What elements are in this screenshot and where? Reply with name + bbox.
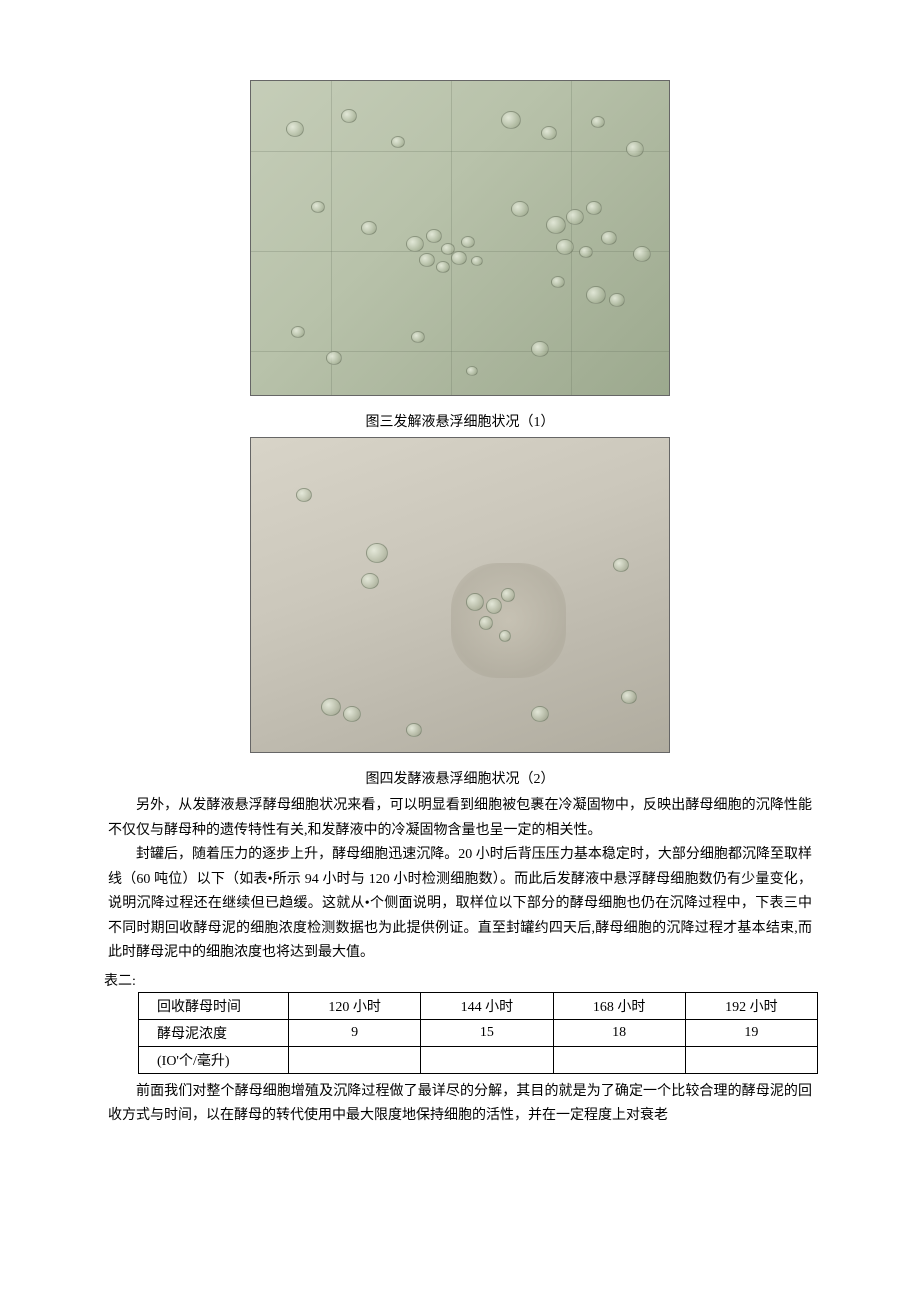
body-text-after-table: 前面我们对整个酵母细胞增殖及沉降过程做了最详尽的分解，其目的就是为了确定一个比较… (108, 1080, 812, 1129)
table-header-cell: 回收酵母时间 (139, 992, 289, 1019)
figure-1-container (108, 80, 812, 401)
figure-1-image (250, 80, 670, 396)
table-cell: 19 (685, 1019, 817, 1046)
table-cell: (IO'个/毫升) (139, 1046, 289, 1073)
table-label: 表二: (104, 970, 812, 990)
table-header-cell: 192 小时 (685, 992, 817, 1019)
table-cell: 酵母泥浓度 (139, 1019, 289, 1046)
table-header-cell: 168 小时 (553, 992, 685, 1019)
table-row: 酵母泥浓度 9 15 18 19 (139, 1019, 818, 1046)
paragraph-3: 前面我们对整个酵母细胞增殖及沉降过程做了最详尽的分解，其目的就是为了确定一个比较… (108, 1080, 812, 1129)
table-cell: 9 (289, 1019, 421, 1046)
table-row: (IO'个/毫升) (139, 1046, 818, 1073)
table-cell (553, 1046, 685, 1073)
body-text: 另外，从发酵液悬浮酵母细胞状况来看，可以明显看到细胞被包裹在冷凝固物中，反映出酵… (108, 794, 812, 966)
paragraph-1: 另外，从发酵液悬浮酵母细胞状况来看，可以明显看到细胞被包裹在冷凝固物中，反映出酵… (108, 794, 812, 843)
data-table: 回收酵母时间 120 小时 144 小时 168 小时 192 小时 酵母泥浓度… (138, 992, 818, 1074)
table-cell (289, 1046, 421, 1073)
table-header-cell: 120 小时 (289, 992, 421, 1019)
table-cell (421, 1046, 553, 1073)
figure-2-image (250, 437, 670, 753)
figure-2-container (108, 437, 812, 758)
figure-2-caption: 图四发酵液悬浮细胞状况（2） (108, 768, 812, 788)
table-cell: 15 (421, 1019, 553, 1046)
table-cell: 18 (553, 1019, 685, 1046)
table-header-cell: 144 小时 (421, 992, 553, 1019)
table-cell (685, 1046, 817, 1073)
table-header-row: 回收酵母时间 120 小时 144 小时 168 小时 192 小时 (139, 992, 818, 1019)
paragraph-2: 封罐后，随着压力的逐步上升，酵母细胞迅速沉降。20 小时后背压压力基本稳定时，大… (108, 843, 812, 966)
figure-1-caption: 图三发解液悬浮细胞状况（1） (108, 411, 812, 431)
